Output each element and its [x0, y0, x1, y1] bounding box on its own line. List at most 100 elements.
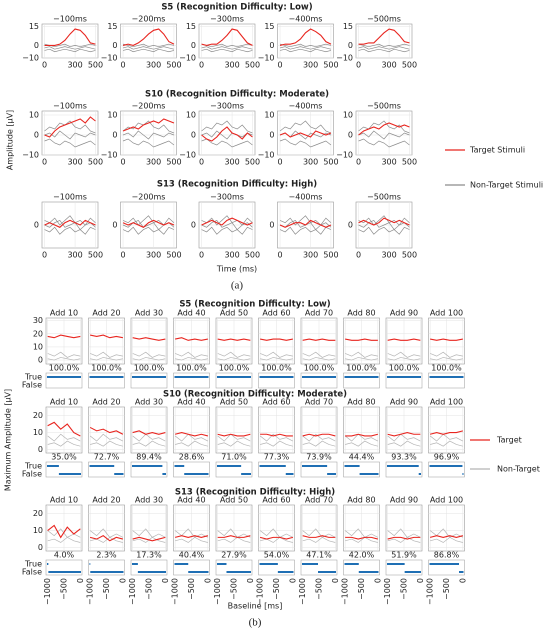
x-tick-label: 300 — [67, 61, 82, 70]
x-tick-label: 500 — [166, 251, 181, 260]
nontarget-line — [430, 440, 463, 447]
nontarget-line — [132, 351, 166, 358]
x-tick-label: −500 — [102, 578, 111, 600]
x-tick-label: 0 — [199, 158, 204, 167]
nontarget-line — [430, 536, 463, 543]
strip-false — [114, 473, 124, 475]
strip-true — [132, 563, 138, 565]
accuracy-label: 100.0% — [134, 364, 165, 373]
panel-title: Add 70 — [305, 496, 333, 505]
nontarget-line — [344, 433, 379, 442]
panel-title: −100ms — [53, 15, 87, 24]
accuracy-label: 51.9% — [391, 551, 417, 560]
nontarget-line — [122, 48, 175, 53]
y-tick-label: −10 — [22, 151, 39, 160]
nontarget-line — [279, 46, 332, 50]
panel-title: Add 80 — [347, 496, 375, 505]
nontarget-line — [302, 351, 336, 358]
x-tick-label: 0 — [120, 61, 125, 70]
nontarget-line — [358, 46, 410, 50]
panel-frame — [277, 110, 334, 156]
strip-true — [302, 376, 336, 378]
panel-title: Add 40 — [177, 309, 205, 318]
strip-false — [459, 571, 464, 573]
panel-title: Add 100 — [430, 309, 463, 318]
nontarget-line — [90, 357, 123, 361]
target-line — [260, 338, 293, 341]
panel-title: −100ms — [53, 102, 87, 111]
strip-true — [429, 376, 464, 378]
x-tick-label: −1000 — [171, 578, 180, 605]
panel-title: Add 20 — [92, 309, 120, 318]
accuracy-label: 77.3% — [264, 453, 290, 462]
nontarget-line — [217, 433, 251, 442]
nontarget-line — [201, 43, 253, 48]
panel-title: −500ms — [367, 15, 401, 24]
y-tick-label: 10 — [29, 111, 39, 120]
strip-frame — [88, 372, 125, 389]
nontarget-line — [174, 433, 209, 442]
target-line — [174, 535, 209, 538]
nontarget-line — [44, 215, 96, 226]
accuracy-label: 100.0% — [389, 364, 420, 373]
nontarget-line — [429, 528, 464, 538]
nontarget-line — [122, 130, 175, 140]
nontarget-line — [358, 215, 410, 226]
strip-frame — [385, 461, 423, 478]
strip-false — [404, 571, 421, 573]
target-line — [345, 536, 379, 540]
strip-label: True — [24, 373, 42, 382]
target-line — [260, 433, 293, 437]
strip-true — [387, 563, 405, 565]
nontarget-line — [260, 357, 293, 361]
panel-title: Add 10 — [50, 496, 78, 505]
x-tick-label: −500 — [400, 578, 409, 600]
y-tick-label: 20 — [33, 411, 43, 420]
nontarget-line — [358, 120, 410, 134]
nontarget-line — [358, 219, 410, 231]
strip-false — [226, 571, 251, 573]
nontarget-line — [387, 351, 421, 358]
nontarget-line — [279, 138, 332, 148]
nontarget-line — [430, 351, 463, 358]
strip-false — [418, 473, 421, 475]
x-tick-label: 0 — [42, 251, 47, 260]
strip-true — [387, 376, 421, 378]
strip-true — [132, 465, 163, 467]
accuracy-label: 40.4% — [179, 551, 205, 560]
target-line — [259, 536, 294, 540]
y-tick-label: 10 — [186, 111, 196, 120]
strip-label: False — [22, 568, 42, 577]
target-line — [90, 334, 123, 339]
target-line — [429, 535, 464, 538]
x-tick-label: 0 — [161, 578, 170, 583]
nontarget-line — [387, 528, 421, 538]
panel-title: Add 10 — [50, 398, 78, 407]
nontarget-line — [122, 120, 175, 134]
nontarget-line — [279, 215, 332, 226]
row-title: S5 (Recognition Difficulty: Low) — [161, 3, 312, 13]
nontarget-line — [279, 48, 332, 53]
x-tick-label: −500 — [60, 578, 69, 600]
x-tick-label: 0 — [199, 61, 204, 70]
x-tick-label: 0 — [120, 251, 125, 260]
y-tick-label: 15 — [343, 22, 353, 31]
panel-title: Add 90 — [390, 398, 418, 407]
x-tick-label: 0 — [277, 251, 282, 260]
strip-frame — [173, 372, 210, 389]
strip-false — [137, 571, 166, 573]
x-tick-label: 300 — [303, 251, 318, 260]
strip-false — [241, 473, 251, 475]
target-line — [345, 433, 379, 437]
y-tick-label: 0 — [38, 543, 43, 552]
panel-frame — [198, 23, 256, 59]
panel-title: −300ms — [210, 102, 244, 111]
x-tick-label: 0 — [42, 158, 47, 167]
x-tick-label: 0 — [199, 251, 204, 260]
panel-title: −400ms — [289, 102, 323, 111]
strip-true — [302, 465, 328, 467]
y-tick-label: 15 — [29, 22, 39, 31]
nontarget-line — [132, 440, 166, 447]
y-tick-label: 0 — [191, 221, 196, 230]
y-tick-label: 10 — [107, 111, 117, 120]
